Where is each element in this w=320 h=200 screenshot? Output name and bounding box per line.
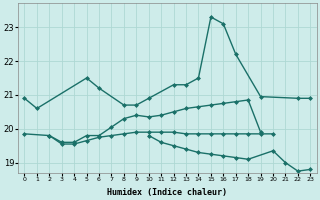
X-axis label: Humidex (Indice chaleur): Humidex (Indice chaleur) xyxy=(108,188,228,197)
